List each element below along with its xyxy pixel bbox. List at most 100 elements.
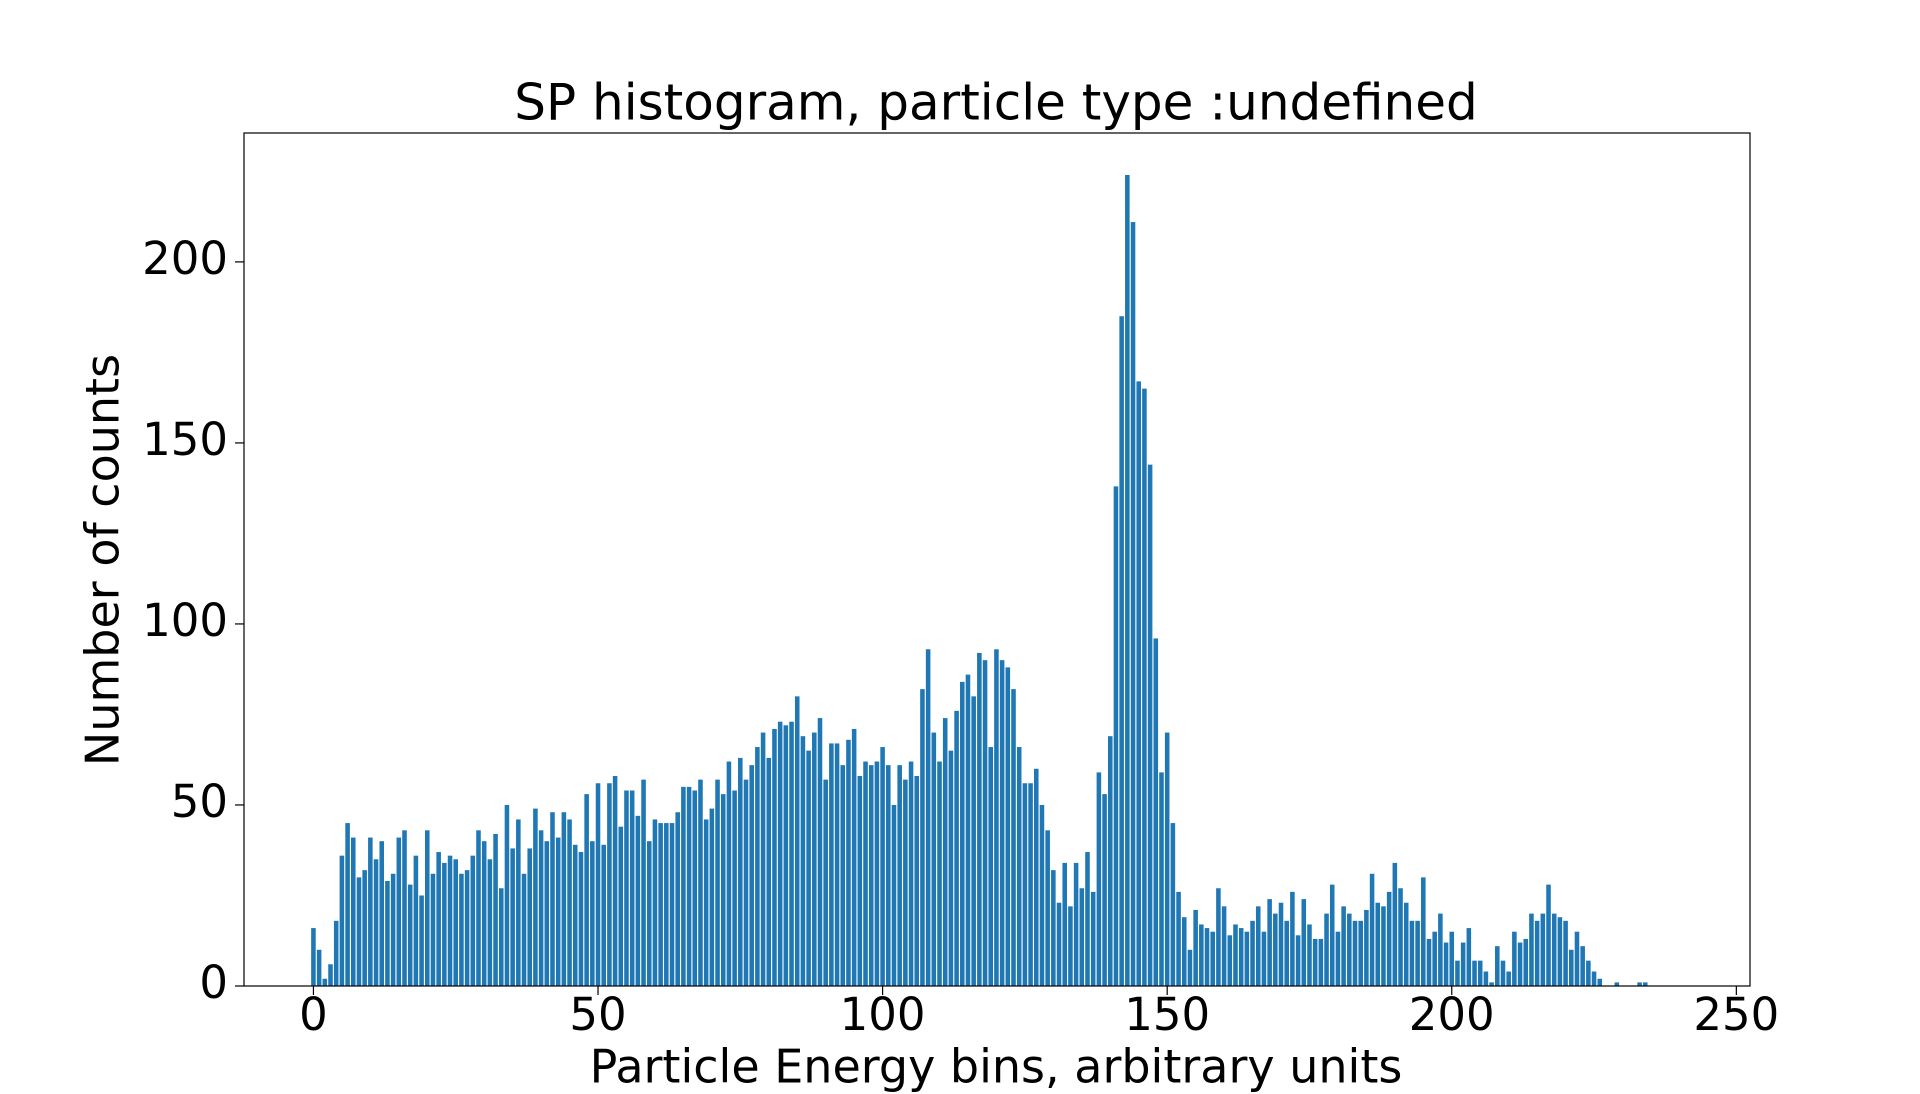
bar: [1449, 931, 1455, 986]
bar: [487, 859, 493, 986]
bar: [891, 804, 897, 986]
bar: [698, 779, 703, 986]
bar: [1164, 732, 1170, 986]
bar: [402, 830, 407, 986]
bar: [1540, 913, 1546, 986]
bar: [407, 884, 413, 986]
bar: [629, 790, 635, 986]
bar: [675, 812, 680, 986]
bar: [897, 765, 902, 986]
bar: [1119, 316, 1124, 987]
bar: [1586, 960, 1591, 986]
bar: [1358, 920, 1363, 986]
bar: [874, 761, 880, 986]
bar: [362, 870, 367, 986]
x-tick-label: 0: [299, 988, 328, 1041]
bar: [1147, 464, 1153, 987]
bar: [755, 747, 760, 986]
bar: [1415, 920, 1420, 986]
bar: [1546, 884, 1551, 986]
bar: [868, 765, 874, 986]
bar: [1130, 222, 1136, 986]
bar: [851, 728, 857, 986]
bar: [436, 852, 441, 986]
bar: [715, 779, 720, 986]
bar: [328, 964, 333, 986]
bar: [413, 855, 419, 986]
bar: [1045, 830, 1050, 986]
bar: [1392, 862, 1398, 986]
bar: [1637, 982, 1642, 986]
y-tick-label: 200: [142, 232, 228, 285]
bar: [1278, 902, 1284, 986]
y-tick-label: 150: [142, 413, 228, 466]
chart-title: SP histogram, particle type :undefined: [514, 74, 1478, 132]
bar: [1125, 174, 1130, 987]
bar: [612, 776, 618, 986]
bar: [834, 743, 840, 986]
bar: [960, 681, 965, 986]
bar: [1495, 946, 1500, 986]
bar: [1472, 960, 1477, 986]
bar: [1233, 924, 1238, 986]
bar: [977, 652, 982, 986]
bar: [373, 859, 379, 986]
bar: [1193, 909, 1198, 986]
bar: [925, 649, 931, 986]
bar: [561, 812, 567, 986]
bar: [1443, 942, 1449, 986]
bar: [1244, 931, 1250, 986]
x-axis-label: Particle Energy bins, arbitrary units: [590, 1040, 1403, 1094]
bar: [476, 830, 481, 986]
bar: [1438, 913, 1443, 986]
bar: [971, 696, 976, 986]
bar: [1261, 931, 1267, 986]
bar: [1563, 920, 1568, 986]
bar: [333, 920, 339, 986]
y-tick-label: 50: [171, 775, 228, 828]
bar: [1597, 978, 1603, 986]
bar: [442, 862, 447, 986]
bar: [521, 873, 527, 986]
bar: [1096, 772, 1102, 986]
bar: [1324, 913, 1329, 986]
bar: [1056, 902, 1062, 986]
bar: [658, 823, 663, 986]
bar: [1580, 946, 1585, 986]
bar: [732, 790, 737, 986]
bar: [709, 808, 715, 986]
bar: [607, 783, 612, 986]
bar: [1210, 931, 1215, 986]
bar: [1301, 899, 1307, 986]
bar: [1142, 388, 1147, 986]
bar: [937, 761, 942, 986]
bar: [766, 757, 772, 986]
bar: [1409, 920, 1415, 986]
bar: [464, 870, 470, 986]
bar: [1614, 982, 1620, 986]
bar: [1352, 920, 1358, 986]
bar: [1176, 891, 1181, 986]
bar: [806, 750, 811, 986]
bar: [829, 743, 834, 986]
bar: [1102, 794, 1107, 986]
bar: [823, 779, 828, 986]
x-tick-label: 250: [1693, 988, 1779, 1041]
bar: [1238, 928, 1244, 986]
bar: [618, 826, 624, 986]
bar: [1250, 920, 1255, 986]
bar: [646, 841, 652, 986]
bar: [550, 812, 555, 986]
bar: [498, 888, 504, 986]
bar: [1181, 917, 1187, 986]
bar: [390, 873, 396, 986]
bar: [749, 765, 754, 986]
bar: [1381, 906, 1386, 986]
bar: [686, 786, 692, 986]
bar: [1312, 938, 1318, 986]
bar: [1170, 823, 1176, 986]
bar: [1642, 982, 1648, 986]
bar: [1523, 938, 1529, 986]
bar: [322, 978, 328, 986]
